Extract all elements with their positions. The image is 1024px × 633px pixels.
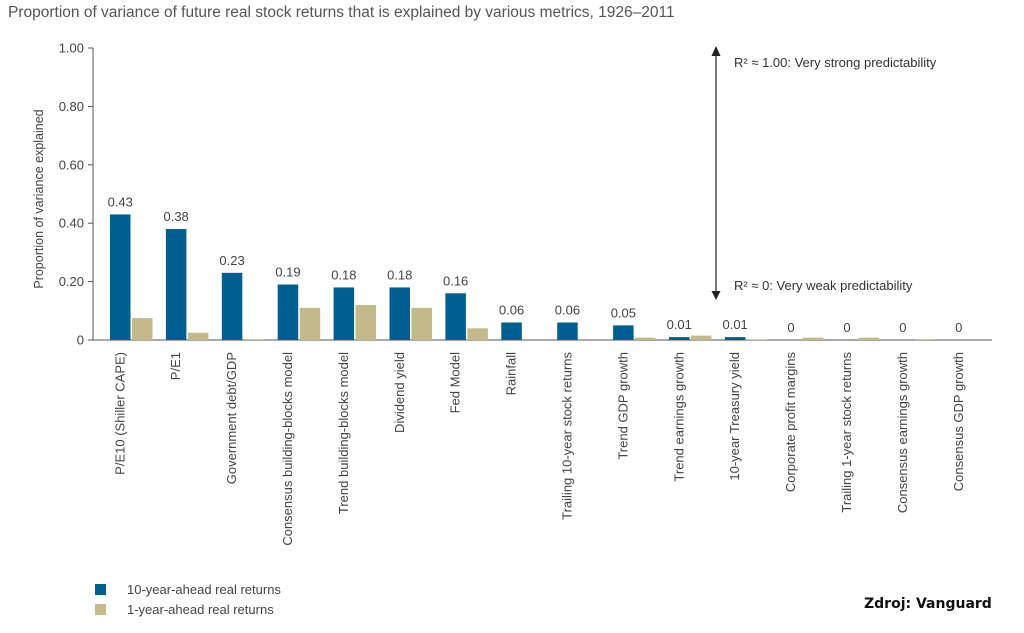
bar-10yr — [445, 293, 466, 340]
value-label: 0.43 — [108, 194, 133, 209]
bar-10yr — [724, 337, 746, 340]
legend-item-1-year: 1-year-ahead real returns — [95, 602, 274, 617]
annotation-bottom: R² ≈ 0: Very weak predictability — [734, 278, 913, 293]
category-label: Trailing 10-year stock returns — [559, 352, 574, 520]
y-tick-label: 1.00 — [59, 41, 84, 56]
y-tick-label: 0 — [77, 333, 84, 348]
axes: 0 0.20 0.40 0.60 0.80 1.00 Proportion of varia… — [32, 41, 992, 348]
bar-10yr — [669, 337, 690, 340]
bar-1yr — [746, 339, 768, 340]
category-label: Rainfall — [504, 352, 519, 395]
value-label: 0.06 — [555, 302, 580, 317]
bar-1yr — [299, 307, 321, 340]
annotation-top: R² ≈ 1.00: Very strong predictability — [734, 55, 937, 70]
legend-swatch-10-year — [95, 584, 106, 595]
predictability-annotation: R² ≈ 1.00: Very strong predictability R² … — [711, 46, 937, 300]
category-label: Consensus GDP growth — [951, 352, 966, 491]
value-label: 0 — [955, 320, 962, 335]
category-label: P/E10 (Shiller CAPE) — [112, 352, 127, 475]
value-label: 0.05 — [611, 305, 636, 320]
bar-1yr — [411, 307, 432, 340]
bar-1yr — [635, 337, 656, 340]
bar-10yr — [613, 325, 634, 340]
bar-10yr — [277, 284, 299, 340]
value-label: 0.01 — [667, 317, 692, 332]
category-label: 10-year Treasury yield — [727, 352, 742, 481]
bar-1yr — [243, 339, 265, 340]
y-axis-label: Proportion of variance explained — [32, 109, 46, 288]
bar-1yr — [858, 337, 880, 340]
value-label: 0.06 — [499, 302, 524, 317]
arrow-down-icon — [711, 291, 721, 300]
category-label: Trend building-blocks model — [336, 352, 351, 514]
y-tick-label: 0.20 — [59, 274, 84, 289]
value-label: 0.18 — [387, 267, 412, 282]
category-label: Trend earnings growth — [671, 352, 686, 482]
bar-1yr — [467, 328, 488, 340]
bar-10yr — [165, 229, 187, 340]
bar-1yr — [132, 318, 153, 340]
value-label: 0.01 — [722, 317, 747, 332]
value-label: 0 — [787, 320, 794, 335]
bar-1yr — [187, 332, 209, 340]
bar-1yr — [355, 304, 377, 340]
category-label: P/E1 — [168, 352, 183, 380]
y-tick-label: 0.60 — [59, 157, 84, 172]
source-note: Zdroj: Vanguard — [864, 596, 992, 612]
category-label: Consensus building-blocks model — [280, 352, 295, 546]
value-labels: 0.43 0.38 0.23 0.19 0.18 0.18 0.16 0.06 0.06 0.05… — [108, 194, 963, 335]
category-label: Government debt/GDP — [224, 352, 239, 484]
category-label: Dividend yield — [392, 352, 407, 433]
bars — [110, 214, 936, 340]
bar-10yr — [110, 214, 131, 340]
bar-10yr — [389, 287, 410, 340]
category-labels: P/E10 (Shiller CAPE) P/E1 Government debt/… — [112, 352, 966, 546]
value-label: 0.18 — [331, 267, 356, 282]
arrow-up-icon — [711, 46, 721, 56]
bar-1yr — [802, 337, 824, 340]
bar-10yr — [501, 322, 522, 340]
legend-label-1-year: 1-year-ahead real returns — [127, 602, 274, 617]
chart-title: Proportion of variance of future real st… — [8, 4, 675, 21]
y-tick-label: 0.40 — [59, 216, 84, 231]
legend-item-10-year: 10-year-ahead real returns — [95, 582, 281, 597]
category-label: Consensus earnings growth — [895, 352, 910, 513]
y-tick-label: 0.80 — [59, 99, 84, 114]
value-label: 0 — [843, 320, 850, 335]
category-label: Trailing 1-year stock returns — [839, 352, 854, 513]
value-label: 0.16 — [443, 273, 468, 288]
value-label: 0.23 — [219, 253, 244, 268]
legend-label-10-year: 10-year-ahead real returns — [127, 582, 281, 597]
bar-10yr — [557, 322, 578, 340]
category-label: Corporate profit margins — [783, 352, 798, 493]
category-label: Trend GDP growth — [615, 352, 630, 460]
legend-swatch-1-year — [95, 604, 106, 615]
bar-1yr — [691, 335, 712, 340]
bar-10yr — [333, 287, 355, 340]
value-label: 0.38 — [163, 209, 188, 224]
bar-10yr — [221, 272, 243, 340]
value-label: 0.19 — [275, 265, 300, 280]
value-label: 0 — [899, 320, 906, 335]
bar-1yr — [914, 339, 936, 340]
category-label: Fed Model — [448, 352, 463, 414]
